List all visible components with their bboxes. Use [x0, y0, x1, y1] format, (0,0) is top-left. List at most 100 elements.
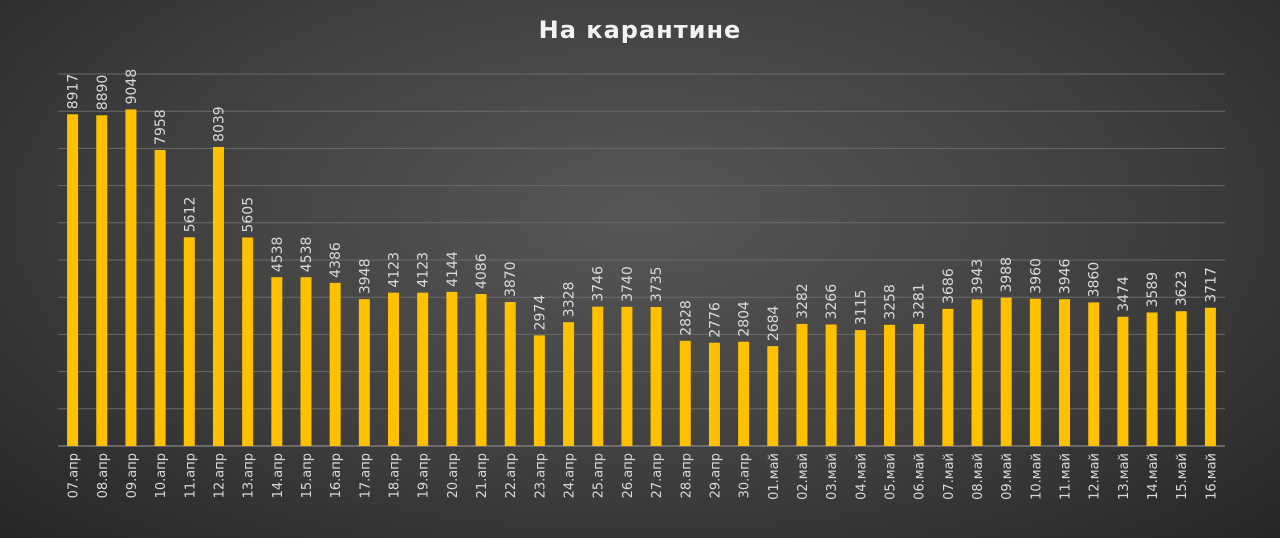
bar [1088, 302, 1100, 446]
x-tick-label: 12.май [1088, 453, 1103, 500]
x-tick-label: 15.апр [300, 453, 315, 498]
bar [1175, 311, 1187, 446]
data-label: 3717 [1203, 267, 1219, 303]
x-tick-label: 02.май [796, 453, 811, 500]
bar [154, 149, 166, 446]
data-label: 4123 [416, 252, 432, 288]
data-label: 4144 [445, 251, 461, 287]
x-tick-label: 29.апр [708, 453, 723, 498]
data-label: 3946 [1058, 258, 1074, 294]
x-tick-label: 13.май [1117, 453, 1132, 500]
bar [563, 322, 575, 446]
x-tick-label: 30.апр [738, 453, 753, 498]
data-label: 3282 [795, 283, 811, 319]
data-label: 8890 [95, 75, 111, 111]
bar [1029, 298, 1041, 446]
bar [96, 115, 108, 447]
x-tick-label: 11.апр [183, 453, 198, 498]
x-tick-label: 04.май [854, 453, 869, 500]
bar [621, 306, 633, 446]
data-label: 3258 [882, 284, 898, 320]
data-label: 3266 [824, 284, 840, 320]
bar [242, 237, 254, 446]
data-label: 3948 [357, 258, 373, 294]
data-label: 2684 [766, 305, 782, 341]
bar [679, 340, 691, 446]
bar [1000, 297, 1012, 446]
bar [738, 341, 750, 446]
x-tick-label: 09.май [1000, 453, 1015, 500]
data-label: 5605 [241, 197, 257, 233]
x-tick-label: 23.апр [533, 453, 548, 498]
data-label: 3115 [853, 289, 869, 325]
x-tick-label: 05.май [883, 453, 898, 500]
bar [1204, 307, 1216, 446]
bar [854, 330, 866, 446]
bar [417, 292, 429, 446]
x-tick-label: 07.апр [67, 453, 82, 498]
data-label: 3686 [941, 268, 957, 304]
data-label: 8917 [66, 74, 82, 110]
x-tick-label: 18.апр [388, 453, 403, 498]
data-label: 3735 [649, 266, 665, 302]
bar [883, 324, 895, 446]
data-label: 9048 [124, 69, 140, 105]
x-tick-label: 22.апр [504, 453, 519, 498]
x-tick-label: 21.апр [475, 453, 490, 498]
x-tick-label: 16.май [1204, 453, 1219, 500]
x-tick-label: 03.май [825, 453, 840, 500]
data-label: 2828 [678, 300, 694, 336]
x-tick-label: 06.май [913, 453, 928, 500]
x-tick-label: 14.май [1146, 453, 1161, 500]
x-tick-label: 08.апр [96, 453, 111, 498]
data-label: 2974 [532, 295, 548, 331]
bar [767, 346, 779, 446]
data-label: 4538 [299, 237, 315, 273]
x-tick-label: 12.апр [212, 453, 227, 498]
bar [183, 237, 195, 446]
x-tick-label: 25.апр [592, 453, 607, 498]
bar [1117, 316, 1129, 446]
bar [1059, 299, 1071, 446]
x-tick-label: 16.апр [329, 453, 344, 498]
data-label: 3740 [620, 266, 636, 302]
bar [796, 323, 808, 446]
data-label: 4086 [474, 253, 490, 289]
x-tick-label: 15.май [1175, 453, 1190, 500]
x-tick-label: 14.апр [271, 453, 286, 498]
bar [300, 277, 312, 446]
bar [533, 335, 545, 446]
bar [825, 324, 837, 446]
bar [592, 306, 604, 446]
x-tick-label: 20.апр [446, 453, 461, 498]
data-label: 3623 [1174, 271, 1190, 307]
bar [329, 282, 341, 446]
x-tick-label: 11.май [1059, 453, 1074, 500]
data-label: 3860 [1087, 262, 1103, 298]
bar [271, 277, 283, 446]
chart-title: На карантине [538, 16, 742, 44]
data-label: 3328 [562, 282, 578, 318]
x-tick-label: 28.апр [679, 453, 694, 498]
x-tick-label: 24.апр [563, 453, 578, 498]
data-label: 3943 [970, 259, 986, 295]
data-label: 4386 [328, 242, 344, 278]
x-tick-label: 10.апр [154, 453, 169, 498]
x-tick-label: 27.апр [650, 453, 665, 498]
data-label: 3746 [591, 266, 607, 302]
data-label: 3281 [912, 283, 928, 319]
bar [913, 323, 925, 446]
x-tick-label: 13.апр [242, 453, 257, 498]
bar [212, 146, 224, 446]
x-tick-label: 07.май [942, 453, 957, 500]
bar [67, 114, 79, 446]
data-label: 4538 [270, 237, 286, 273]
data-label: 2776 [707, 302, 723, 338]
data-label: 3960 [1028, 258, 1044, 294]
bar [504, 302, 516, 446]
bar [475, 294, 487, 446]
data-label: 2804 [737, 301, 753, 337]
bar [650, 307, 662, 446]
data-label: 3589 [1145, 272, 1161, 308]
x-tick-label: 26.апр [621, 453, 636, 498]
